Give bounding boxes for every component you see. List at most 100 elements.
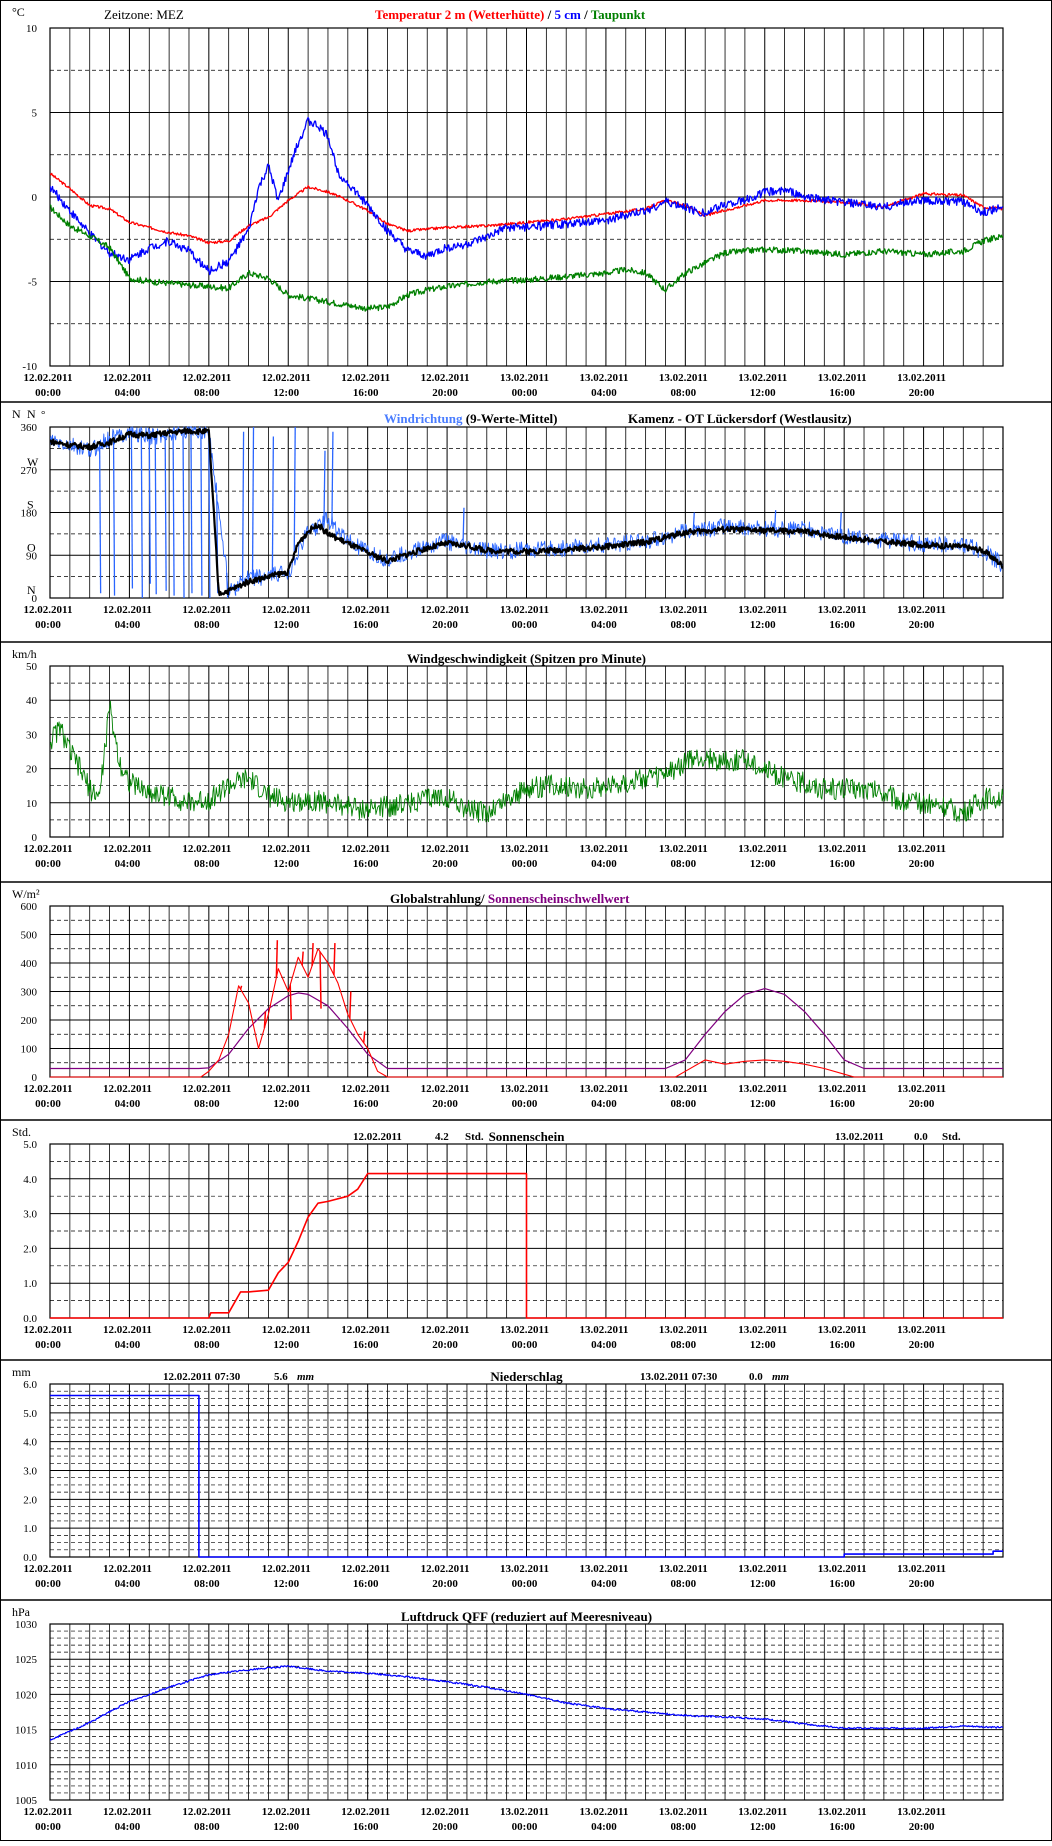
x-tick-time: 20:00 <box>909 387 935 399</box>
y-tick-label: 0.0 <box>23 1552 37 1564</box>
x-tick-time: 00:00 <box>512 619 538 631</box>
series-spike <box>333 943 336 975</box>
y-tick-label: 0 <box>32 593 38 605</box>
x-tick-date: 12.02.2011 <box>182 604 231 616</box>
x-tick-date: 12.02.2011 <box>421 604 470 616</box>
x-tick-date: 13.02.2011 <box>500 604 549 616</box>
x-tick-time: 04:00 <box>591 1098 617 1110</box>
x-tick-time: 08:00 <box>670 619 696 631</box>
chart-title: Sonnenschein <box>489 1129 566 1144</box>
grid <box>49 1383 1004 1558</box>
info-right-date: 13.02.2011 07:30 <box>640 1371 718 1383</box>
x-tick-time: 12:00 <box>273 858 299 870</box>
y-tick-label: 1020 <box>15 1689 38 1701</box>
x-tick-time: 08:00 <box>670 1339 696 1351</box>
timezone-label: Zeitzone: MEZ <box>104 7 184 22</box>
x-tick-time: 00:00 <box>35 619 61 631</box>
series-spike <box>301 951 304 966</box>
y-tick-label: 30 <box>26 729 38 741</box>
x-tick-time: 16:00 <box>353 619 379 631</box>
x-tick-time: 08:00 <box>670 858 696 870</box>
x-tick-date: 12.02.2011 <box>421 1083 470 1095</box>
series-line <box>50 204 1003 312</box>
y-tick-label: 1.0 <box>23 1278 37 1290</box>
unit-label: Std. <box>12 1125 31 1139</box>
x-tick-time: 04:00 <box>115 619 141 631</box>
series-line <box>50 700 1003 823</box>
x-tick-date: 13.02.2011 <box>659 372 708 384</box>
series-spike <box>349 991 352 1019</box>
x-tick-date: 12.02.2011 <box>421 1324 470 1336</box>
x-tick-time: 04:00 <box>115 1578 141 1590</box>
x-tick-time: 00:00 <box>512 387 538 399</box>
y-tick-label: 180 <box>21 508 38 520</box>
x-tick-date: 13.02.2011 <box>818 1324 867 1336</box>
series-spike <box>112 437 116 596</box>
x-tick-date: 13.02.2011 <box>897 1083 946 1095</box>
x-tick-time: 08:00 <box>194 387 220 399</box>
x-tick-date: 12.02.2011 <box>103 1083 152 1095</box>
y-tick-label: 6.0 <box>23 1379 37 1391</box>
info-right-value: 0.0 <box>914 1131 928 1143</box>
x-tick-time: 04:00 <box>591 1339 617 1351</box>
x-tick-time: 16:00 <box>829 858 855 870</box>
x-tick-date: 12.02.2011 <box>341 843 390 855</box>
chart-title: Globalstrahlung/ Sonnenscheinschwellwert <box>390 891 630 906</box>
x-tick-date: 12.02.2011 <box>24 1563 73 1575</box>
x-tick-time: 08:00 <box>194 1821 220 1833</box>
x-tick-date: 12.02.2011 <box>262 372 311 384</box>
y-tick-label: 360 <box>21 422 38 434</box>
series-spike <box>241 431 245 582</box>
y-tick-label: 500 <box>21 930 38 942</box>
x-tick-date: 12.02.2011 <box>421 843 470 855</box>
x-tick-time: 12:00 <box>750 858 776 870</box>
unit-label: °C <box>12 5 25 19</box>
x-tick-date: 12.02.2011 <box>262 843 311 855</box>
direction-label: O <box>27 540 36 554</box>
x-tick-time: 20:00 <box>909 619 935 631</box>
panel-global_radiation: 600 500 400 300 200 100 0 W/m² Globalstrahlung/ … <box>0 881 1052 1110</box>
x-tick-date: 13.02.2011 <box>897 604 946 616</box>
series-line <box>50 116 1003 276</box>
series-spike <box>140 434 143 599</box>
x-tick-date: 12.02.2011 <box>262 1083 311 1095</box>
x-tick-date: 12.02.2011 <box>182 372 231 384</box>
x-tick-date: 13.02.2011 <box>579 1324 628 1336</box>
x-tick-time: 20:00 <box>432 1578 458 1590</box>
x-tick-date: 12.02.2011 <box>341 1806 390 1818</box>
series-spike <box>293 426 296 560</box>
info-left-unit: Std. <box>465 1131 484 1143</box>
x-tick-time: 08:00 <box>670 1821 696 1833</box>
x-tick-time: 04:00 <box>591 1578 617 1590</box>
x-tick-time: 08:00 <box>194 1098 220 1110</box>
y-tick-label: 600 <box>21 901 38 913</box>
x-tick-date: 12.02.2011 <box>182 843 231 855</box>
x-tick-date: 13.02.2011 <box>500 1806 549 1818</box>
x-tick-time: 20:00 <box>432 619 458 631</box>
x-tick-date: 12.02.2011 <box>262 1806 311 1818</box>
series-spike <box>172 433 175 596</box>
series-spike <box>319 951 322 1009</box>
x-tick-date: 13.02.2011 <box>579 372 628 384</box>
series-line <box>50 1172 1003 1319</box>
series-spike <box>271 436 275 576</box>
x-tick-time: 04:00 <box>591 387 617 399</box>
series-spike <box>323 450 326 523</box>
y-tick-label: 1030 <box>15 1619 38 1631</box>
y-tick-label: 50 <box>26 661 38 673</box>
x-tick-date: 13.02.2011 <box>738 1324 787 1336</box>
x-tick-time: 08:00 <box>670 1098 696 1110</box>
series-spike <box>130 432 134 589</box>
x-tick-date: 13.02.2011 <box>579 1563 628 1575</box>
x-tick-date: 13.02.2011 <box>738 604 787 616</box>
x-tick-date: 12.02.2011 <box>341 1324 390 1336</box>
x-tick-time: 04:00 <box>115 858 141 870</box>
x-tick-time: 12:00 <box>750 1821 776 1833</box>
chart-title: Windgeschwindigkeit (Spitzen pro Minute) <box>407 651 646 666</box>
series-spike <box>182 430 185 599</box>
x-tick-date: 13.02.2011 <box>897 1563 946 1575</box>
x-tick-time: 04:00 <box>115 1339 141 1351</box>
x-tick-time: 00:00 <box>512 1821 538 1833</box>
x-tick-date: 13.02.2011 <box>500 1083 549 1095</box>
